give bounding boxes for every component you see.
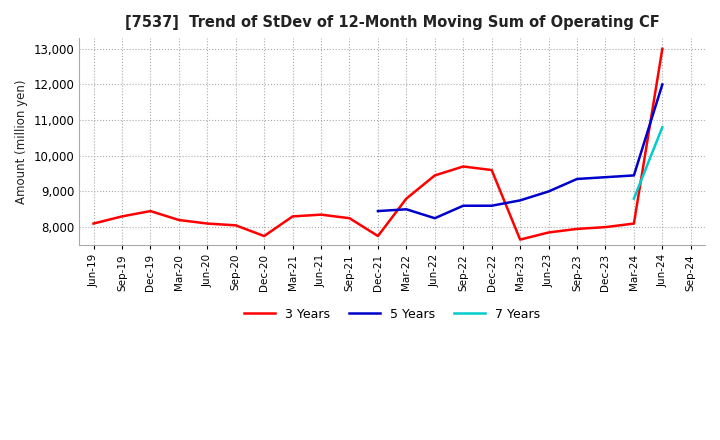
- 3 Years: [203, 221, 212, 226]
- 3 Years: [658, 46, 667, 51]
- 3 Years: [231, 223, 240, 228]
- 5 Years: [431, 216, 439, 221]
- 5 Years: [629, 173, 638, 178]
- 5 Years: [658, 82, 667, 87]
- 3 Years: [117, 214, 126, 219]
- 3 Years: [459, 164, 467, 169]
- 3 Years: [174, 217, 183, 223]
- 3 Years: [431, 173, 439, 178]
- 7 Years: [658, 125, 667, 130]
- 3 Years: [572, 226, 581, 231]
- 5 Years: [459, 203, 467, 209]
- 5 Years: [487, 203, 496, 209]
- 3 Years: [544, 230, 553, 235]
- 5 Years: [402, 207, 410, 212]
- 3 Years: [260, 233, 269, 238]
- Y-axis label: Amount (million yen): Amount (million yen): [15, 79, 28, 204]
- Line: 3 Years: 3 Years: [94, 49, 662, 240]
- 7 Years: [629, 196, 638, 201]
- 5 Years: [374, 209, 382, 214]
- Title: [7537]  Trend of StDev of 12-Month Moving Sum of Operating CF: [7537] Trend of StDev of 12-Month Moving…: [125, 15, 660, 30]
- 3 Years: [89, 221, 98, 226]
- 3 Years: [487, 168, 496, 173]
- Line: 5 Years: 5 Years: [378, 84, 662, 218]
- 3 Years: [288, 214, 297, 219]
- 3 Years: [374, 233, 382, 238]
- 3 Years: [146, 209, 155, 214]
- 3 Years: [345, 216, 354, 221]
- 3 Years: [516, 237, 524, 242]
- 3 Years: [629, 221, 638, 226]
- Legend: 3 Years, 5 Years, 7 Years: 3 Years, 5 Years, 7 Years: [239, 303, 545, 326]
- Line: 7 Years: 7 Years: [634, 127, 662, 198]
- 5 Years: [516, 198, 524, 203]
- 3 Years: [601, 224, 610, 230]
- 3 Years: [317, 212, 325, 217]
- 3 Years: [402, 196, 410, 201]
- 5 Years: [544, 189, 553, 194]
- 5 Years: [601, 175, 610, 180]
- 5 Years: [572, 176, 581, 182]
